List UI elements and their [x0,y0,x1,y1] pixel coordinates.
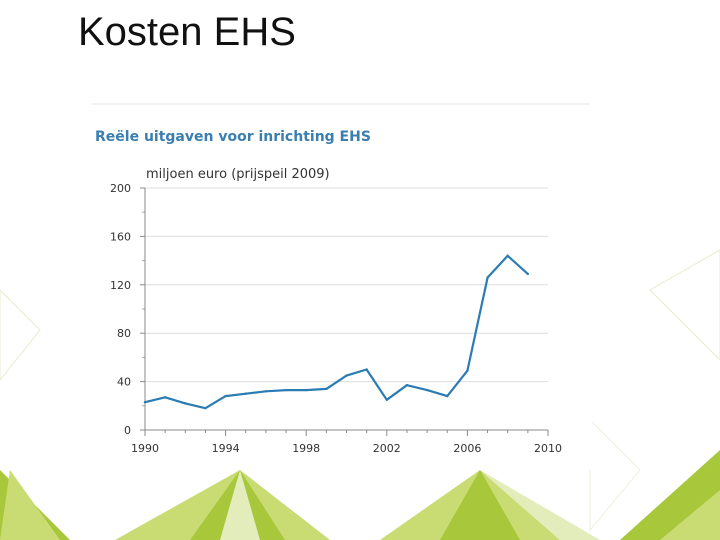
data-point-2003 [405,384,409,387]
data-point-2002 [385,398,388,401]
data-point-2008 [506,254,509,257]
data-point-2005 [446,394,449,398]
chart-panel [92,104,592,470]
series-layer [143,254,530,410]
x-tick-label-1990: 1990 [131,442,159,455]
data-point-1995 [244,392,247,395]
axes [140,187,549,436]
data-point-1992 [184,402,187,405]
data-point-1997 [284,388,288,392]
y-tick-label-80: 80 [117,327,131,340]
data-point-2007 [486,276,489,279]
data-point-1996 [264,390,268,393]
tick-labels: 0 40 80 120 160 200 1990 1994 1998 2002 2006 2010 [110,182,562,455]
y-tick-label-200: 200 [110,182,131,195]
y-axis-label: miljoen euro (prijspeil 2009) [146,167,330,182]
x-tick-label-2002: 2002 [373,442,401,455]
x-tick-label-1998: 1998 [292,442,320,455]
y-tick-label-40: 40 [117,376,131,389]
data-point-1991 [163,396,167,399]
series-line-0 [143,254,529,410]
data-point-1998 [305,388,308,392]
y-tick-label-160: 160 [110,230,131,243]
data-point-1993 [204,407,207,410]
x-tick-label-2006: 2006 [453,442,481,455]
data-point-2001 [365,368,368,371]
x-tick-label-1994: 1994 [212,442,240,455]
data-point-2000 [345,374,348,377]
y-tick-label-0: 0 [124,424,131,437]
data-point-1999 [325,387,328,391]
x-tick-label-2010: 2010 [534,442,562,455]
chart-title: Reële uitgaven voor inrichting EHS [95,129,371,145]
data-point-1990 [143,400,147,404]
grid-lines [145,187,548,383]
triangle-pattern [0,249,720,540]
data-point-2006 [466,369,469,372]
slide-title: Kosten EHS [78,10,296,54]
data-point-1994 [224,394,227,398]
data-point-2009 [526,272,530,276]
data-point-2004 [425,388,429,392]
y-tick-label-120: 120 [110,279,131,292]
